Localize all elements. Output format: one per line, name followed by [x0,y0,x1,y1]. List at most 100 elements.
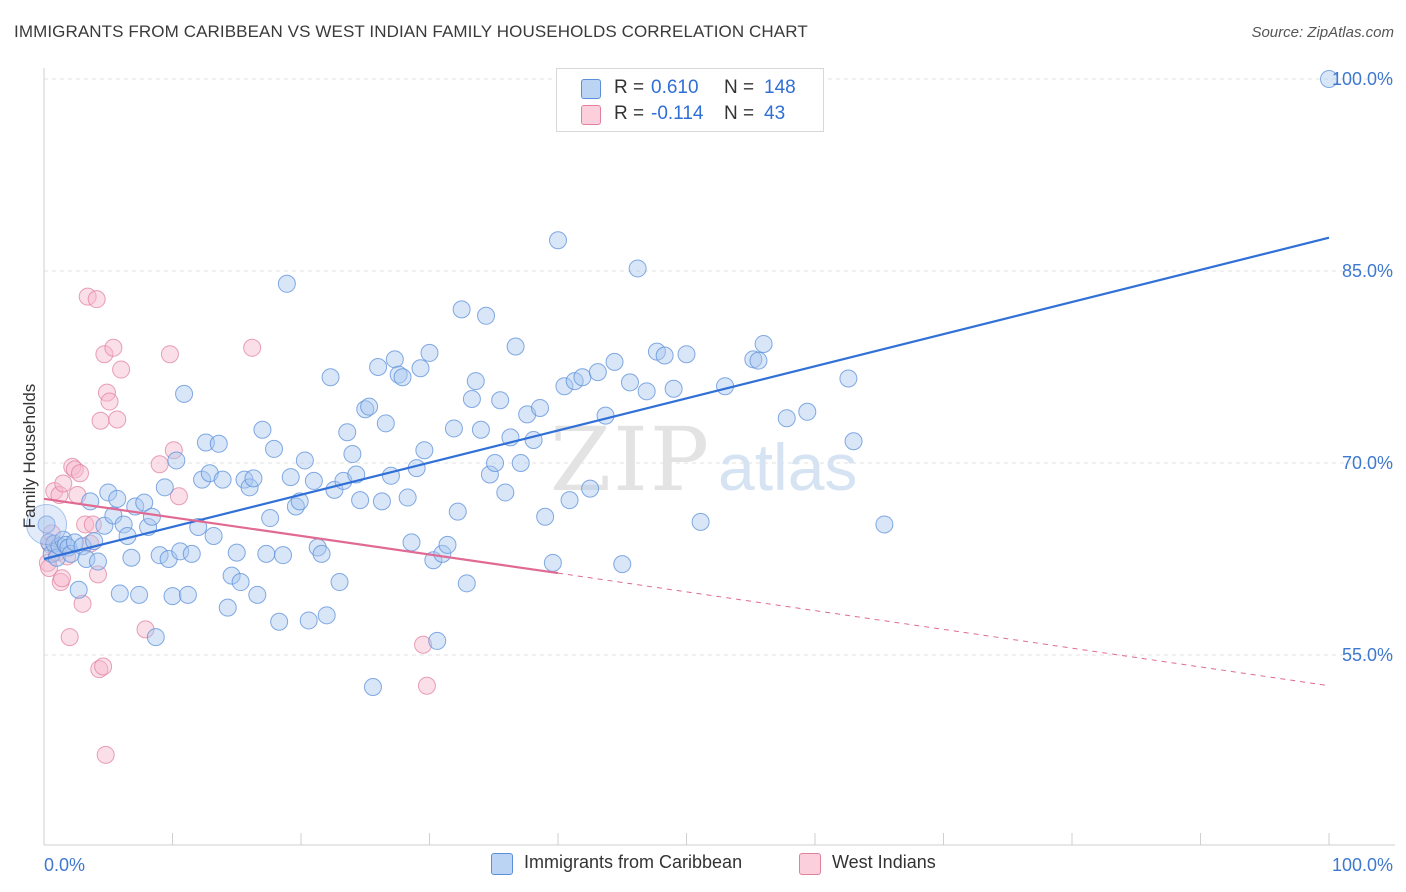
caribbean-point [274,546,293,565]
caribbean-point [343,445,362,464]
caribbean-point [360,397,379,416]
caribbean-point [438,535,457,554]
caribbean-point [312,544,331,563]
source-label: Source: ZipAtlas.com [1251,24,1394,41]
caribbean-point [613,555,632,574]
caribbean-point [398,488,417,507]
caribbean-point [620,373,639,392]
caribbean-point [363,678,382,696]
caribbean-point-cluster [26,503,68,545]
series-swatch-pink [799,853,821,875]
caribbean-point [402,533,421,552]
west-indians-point [88,565,107,584]
caribbean-point [506,337,525,356]
caribbean-point [142,507,161,526]
caribbean-point [637,382,656,401]
caribbean-point [462,390,481,408]
caribbean-point [122,548,141,567]
caribbean-point [376,414,395,433]
west-indians-point [40,558,59,577]
watermark: ZIP atlas [550,408,857,511]
caribbean-point [452,300,471,319]
caribbean-point [560,491,579,510]
caribbean-point [175,384,194,403]
caribbean-point [420,343,439,362]
caribbean-point [477,306,496,325]
west-indians-point [91,411,110,430]
caribbean-point [369,358,388,376]
caribbean-point [511,454,530,472]
west-indians-point [70,464,89,483]
caribbean-point [581,479,600,498]
caribbean-point [588,363,607,382]
series-label: Immigrants from Caribbean [524,852,743,872]
caribbean-point [321,368,340,387]
y-axis-label: Family Households [20,384,39,529]
x-tick-labels: 0.0% 100.0% [44,855,1393,875]
caribbean-point [480,465,499,484]
west-indians-point [417,676,436,695]
caribbean-point [433,544,452,563]
caribbean-point [486,454,505,472]
y-tick-labels: 55.0% 70.0% 85.0% 100.0% [1332,69,1393,665]
legend-swatch-blue [581,79,601,99]
caribbean-point [281,468,300,487]
watermark-atlas: atlas [718,430,857,504]
caribbean-point [549,231,567,250]
caribbean-point [531,398,550,417]
caribbean-point [277,274,296,293]
caribbean-point [338,423,357,442]
legend-n-value: 148 [764,77,796,98]
caribbean-point [135,493,154,512]
caribbean-point [317,606,336,625]
caribbean-point [108,489,127,508]
caribbean-point [130,585,149,604]
caribbean-point [749,351,768,370]
caribbean-point [270,612,289,631]
caribbean-point [37,515,56,534]
caribbean-point [150,546,169,565]
caribbean-point [496,483,515,502]
correlation-legend: R = 0.610 N = 148 R = -0.114 N = 43 [556,68,824,132]
caribbean-point [491,391,510,410]
caribbean-point [110,584,129,603]
west-indians-point [243,338,262,357]
caribbean-point [444,419,463,438]
caribbean-point [248,585,267,604]
caribbean-point [573,368,592,387]
legend-swatch-pink [581,105,601,125]
caribbean-point [471,420,490,439]
y-tick-label: 85.0% [1342,261,1393,281]
west-indians-trend-extension [557,572,1330,687]
caribbean-point [257,544,276,563]
west-indians-point [164,441,183,460]
x-tick-label-min: 0.0% [44,855,85,875]
caribbean-point [411,359,430,378]
chart-title: IMMIGRANTS FROM CARIBBEAN VS WEST INDIAN… [14,22,808,41]
caribbean-point [253,420,272,439]
caribbean-point [77,550,96,568]
west-indians-point [52,569,71,588]
west-indians-point [100,392,119,411]
caribbean-point [182,544,201,563]
caribbean-point [351,491,370,510]
caribbean-point [146,628,165,647]
caribbean-point [628,259,647,278]
caribbean-point [295,451,314,470]
west-indians-point [112,360,131,379]
caribbean-point [777,409,796,428]
west-indians-point [76,515,95,534]
west-indians-point [87,290,106,309]
caribbean-point [99,483,118,502]
caribbean-point [555,377,574,396]
caribbean-point [655,346,674,365]
west-indians-point [94,657,113,676]
caribbean-point [204,526,223,545]
y-tick-label: 55.0% [1342,645,1393,665]
west-indians-trend-line [43,497,559,575]
caribbean-point [664,379,683,398]
caribbean-point [385,350,404,369]
trend-lines [43,236,1330,687]
caribbean-point [754,334,773,353]
caribbean-point [457,574,476,593]
